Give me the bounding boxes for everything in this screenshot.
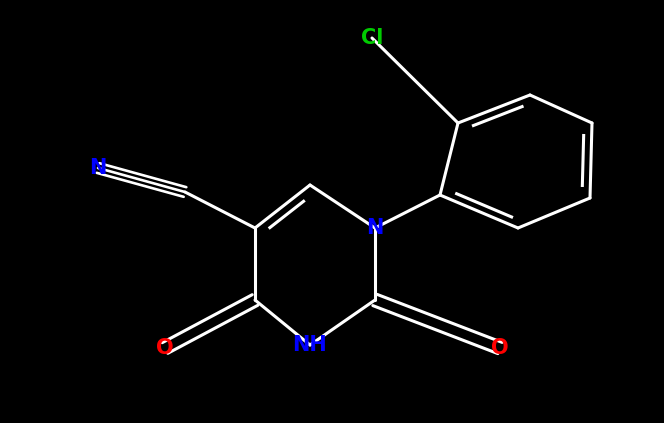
Text: Cl: Cl xyxy=(361,28,383,48)
Text: O: O xyxy=(156,338,174,358)
Text: N: N xyxy=(367,218,384,238)
Text: NH: NH xyxy=(293,335,327,355)
Text: O: O xyxy=(491,338,509,358)
Text: N: N xyxy=(90,158,107,178)
